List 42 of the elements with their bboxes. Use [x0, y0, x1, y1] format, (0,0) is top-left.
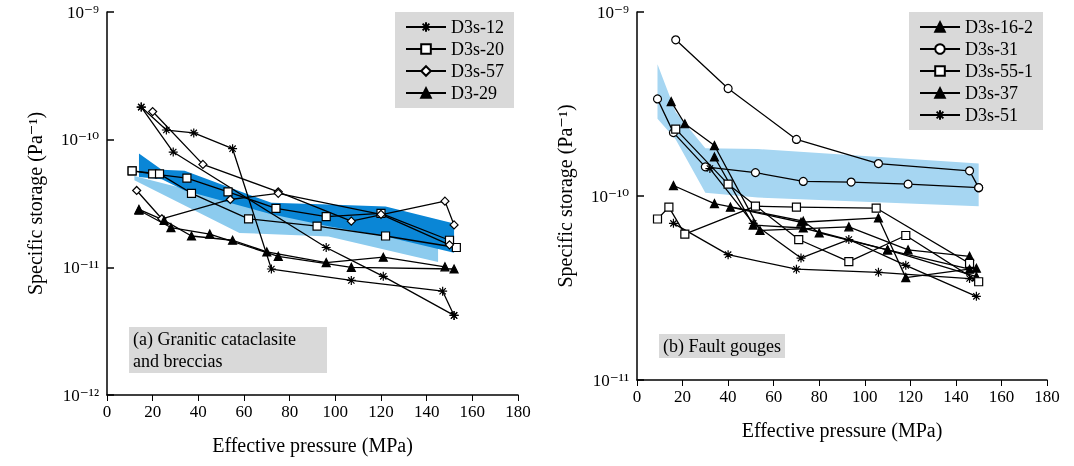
x-axis-title: Effective pressure (MPa) — [741, 419, 943, 442]
x-tick-label: 20 — [144, 402, 162, 421]
x-tick-label: 60 — [765, 387, 783, 406]
x-tick-label: 140 — [943, 387, 969, 406]
y-tick-label: 10⁻¹² — [62, 385, 99, 405]
y-tick-label: 10⁻¹¹ — [592, 370, 629, 390]
x-tick-label: 180 — [505, 402, 531, 421]
legend-label: D3-29 — [451, 83, 497, 103]
x-tick-label: 40 — [189, 402, 207, 421]
x-tick-label: 120 — [368, 402, 394, 421]
legend-label: D3s-31 — [965, 39, 1019, 59]
y-tick-label: 10⁻⁹ — [67, 2, 100, 22]
x-tick-label: 60 — [235, 402, 253, 421]
legend-label: D3s-20 — [451, 39, 504, 59]
legend-label: D3s-16-2 — [965, 17, 1034, 37]
x-tick-label: 140 — [413, 402, 440, 421]
legend-label: D3s-51 — [965, 105, 1019, 125]
y-tick-label: 10⁻⁹ — [597, 2, 630, 22]
x-tick-label: 0 — [102, 402, 112, 421]
x-tick-label: 40 — [719, 387, 737, 406]
x-tick-label: 180 — [1034, 387, 1060, 406]
legend-label: D3s-55-1 — [965, 61, 1034, 81]
annotation: (b) Fault gouges — [659, 334, 785, 358]
x-tick-label: 100 — [852, 387, 878, 406]
x-tick-label: 0 — [632, 387, 642, 406]
y-axis-title: Specific storage (Pa⁻¹) — [554, 104, 577, 288]
x-tick-label: 20 — [674, 387, 692, 406]
y-tick-label: 10⁻¹⁰ — [61, 130, 100, 150]
legend-label: D3s-57 — [451, 61, 504, 81]
x-tick-label: 100 — [322, 402, 349, 421]
y-tick-label: 10⁻¹⁰ — [591, 186, 630, 206]
annotation: (a) Granitic cataclasite and breccias — [129, 327, 327, 373]
x-tick-label: 160 — [459, 402, 486, 421]
x-tick-label: 120 — [897, 387, 924, 406]
y-axis-title: Specific storage (Pa⁻¹) — [24, 111, 47, 296]
y-tick-label: 10⁻¹¹ — [62, 257, 99, 277]
legend-label: D3s-12 — [451, 17, 504, 37]
x-tick-label: 80 — [810, 387, 828, 406]
x-tick-label: 160 — [988, 387, 1015, 406]
x-tick-label: 80 — [281, 402, 299, 421]
x-axis-title: Effective pressure (MPa) — [212, 434, 413, 457]
legend-label: D3s-37 — [965, 83, 1019, 103]
